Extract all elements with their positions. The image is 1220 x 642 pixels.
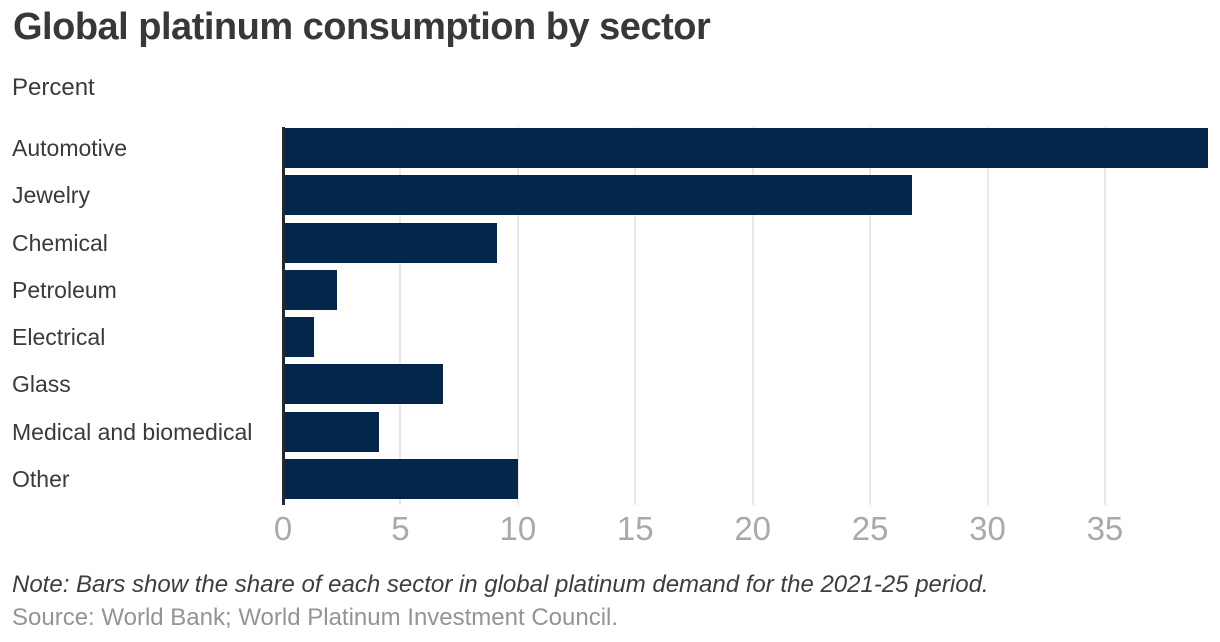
plot-area bbox=[282, 127, 1220, 505]
x-tick-label-30: 30 bbox=[969, 510, 1006, 547]
category-label: Petroleum bbox=[12, 276, 117, 303]
gridline-15 bbox=[634, 127, 637, 505]
category-label: Electrical bbox=[12, 324, 106, 351]
bar-row bbox=[283, 458, 1220, 505]
chart-unit-label: Percent bbox=[12, 74, 95, 101]
x-tick-label-10: 10 bbox=[499, 510, 537, 547]
category-label: Chemical bbox=[12, 229, 108, 256]
chart-note: Note: Bars show the share of each sector… bbox=[12, 571, 989, 598]
x-tick-label-15: 15 bbox=[616, 510, 654, 547]
x-axis-ticks: 0 5 10 15 20 25 30 35 bbox=[274, 509, 1220, 549]
bar-chemical bbox=[283, 222, 497, 263]
chart-title: Global platinum consumption by sector bbox=[13, 6, 711, 48]
category-label: Automotive bbox=[12, 135, 128, 162]
gridline-5 bbox=[399, 127, 402, 505]
category-label-row: Jewelry bbox=[12, 174, 283, 221]
gridline-20 bbox=[751, 127, 754, 505]
bar-electrical bbox=[283, 317, 314, 357]
category-label-row: Medical and biomedical bbox=[12, 411, 283, 458]
bar-row bbox=[283, 174, 1220, 221]
category-label-row: Petroleum bbox=[12, 269, 283, 316]
bar-petroleum bbox=[283, 269, 337, 310]
bar-automotive bbox=[283, 128, 1209, 168]
category-label: Glass bbox=[12, 371, 71, 398]
bar-row bbox=[283, 269, 1220, 316]
category-label: Medical and biomedical bbox=[12, 418, 253, 445]
bar-row bbox=[283, 411, 1220, 458]
bar-rows bbox=[283, 127, 1220, 505]
gridline-25 bbox=[869, 127, 872, 505]
bar-row bbox=[283, 222, 1220, 269]
x-tick-label-0: 0 bbox=[273, 510, 293, 547]
gridline-10 bbox=[516, 127, 519, 505]
x-tick-label-35: 35 bbox=[1086, 510, 1124, 547]
category-label-row: Electrical bbox=[12, 316, 283, 363]
chart-source: Source: World Bank; World Platinum Inves… bbox=[12, 604, 619, 631]
category-label-row: Automotive bbox=[12, 127, 283, 174]
bar-row bbox=[283, 316, 1220, 363]
category-label-row: Other bbox=[12, 458, 283, 505]
bar-glass bbox=[283, 364, 443, 405]
bar-jewelry bbox=[283, 175, 913, 216]
x-tick-label-5: 5 bbox=[391, 510, 410, 547]
bar-other bbox=[283, 458, 518, 499]
y-axis-line bbox=[282, 127, 285, 505]
x-tick-label-25: 25 bbox=[851, 510, 889, 547]
bar-row bbox=[283, 363, 1220, 410]
category-labels: Automotive Jewelry Chemical Petroleum Electr… bbox=[12, 127, 283, 505]
category-label: Jewelry bbox=[12, 182, 90, 209]
category-label-row: Chemical bbox=[12, 222, 283, 269]
x-tick-label-20: 20 bbox=[734, 510, 772, 547]
category-label-row: Glass bbox=[12, 363, 283, 410]
gridline-35 bbox=[1103, 127, 1106, 505]
gridline-30 bbox=[986, 127, 989, 505]
category-label: Other bbox=[12, 465, 70, 492]
bar-medical-and-biomedical bbox=[283, 411, 380, 452]
bar-row bbox=[283, 127, 1220, 174]
